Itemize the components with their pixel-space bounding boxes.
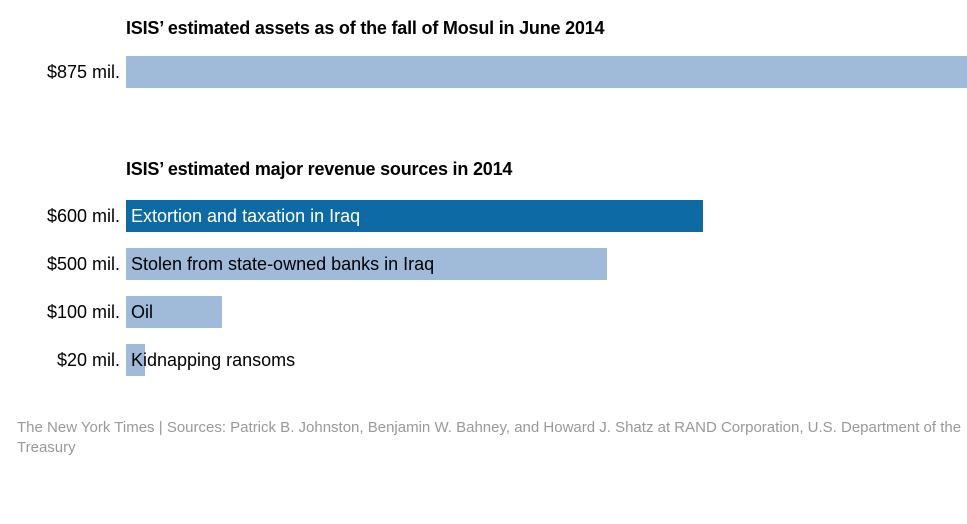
assets-bar [126, 56, 967, 88]
revenue-value-label: $600 mil. [46, 206, 120, 226]
revenue-bar [126, 248, 607, 280]
credit-separator: | [158, 419, 163, 436]
revenue-value-label: $100 mil. [46, 302, 120, 322]
assets-chart-title: ISIS’ estimated assets as of the fall of… [126, 18, 605, 38]
revenue-bar [126, 200, 703, 232]
sources-text: Sources: Patrick B. Johnston, Benjamin W… [17, 419, 962, 456]
revenue-value-label: $500 mil. [46, 254, 120, 274]
revenue-chart-title: ISIS’ estimated major revenue sources in… [126, 159, 513, 179]
revenue-category-label: Stolen from state-owned banks in Iraq [131, 254, 435, 274]
revenue-value-label: $20 mil. [56, 350, 120, 370]
source-note: The New York Times | Sources: Patrick B.… [17, 418, 962, 458]
credit-text: The New York Times [17, 419, 155, 436]
revenue-bar [126, 344, 146, 376]
assets-value-label: $875 mil. [46, 62, 120, 82]
revenue-bar [126, 296, 223, 328]
revenue-category-label: Kidnapping ransoms [131, 350, 296, 370]
revenue-category-label: Extortion and taxation in Iraq [131, 206, 361, 226]
revenue-category-label: Oil [131, 302, 153, 322]
